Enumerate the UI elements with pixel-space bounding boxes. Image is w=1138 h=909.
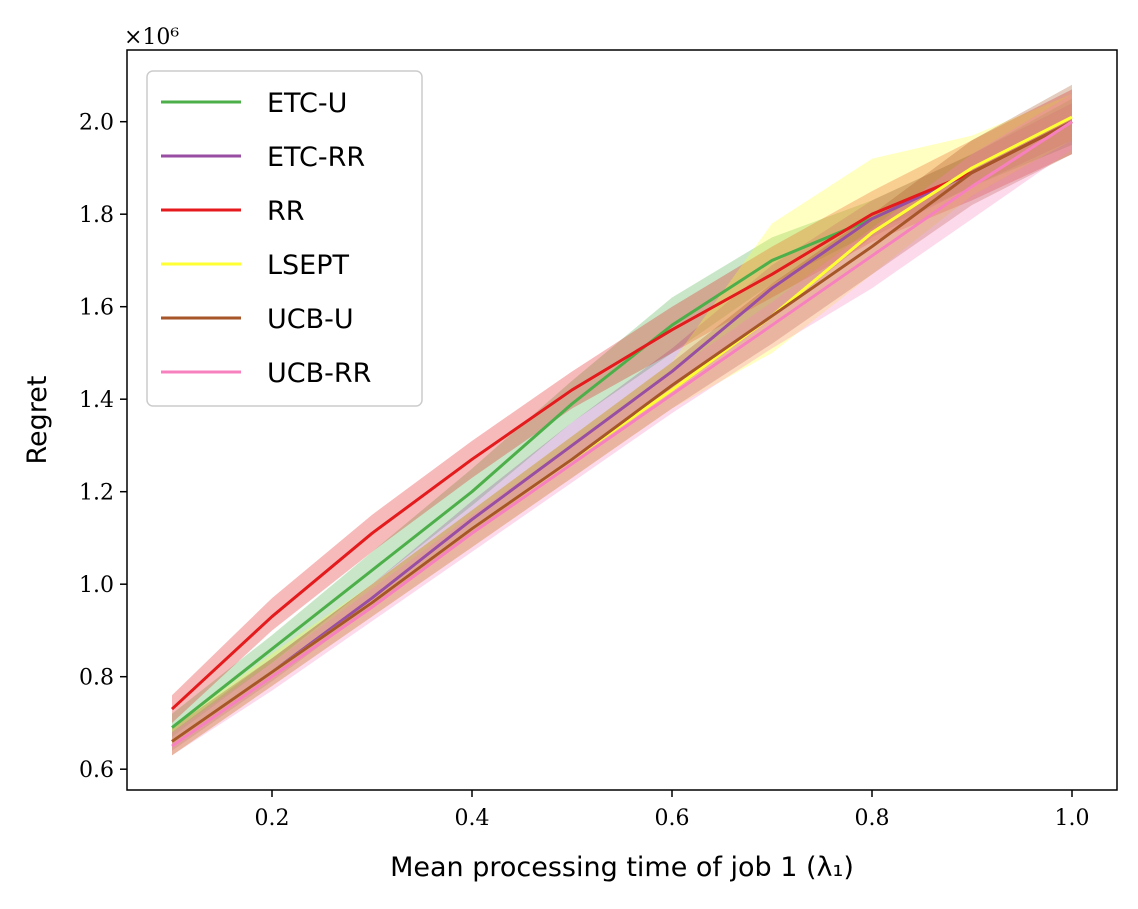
y-tick-label: 1.8 <box>79 203 114 228</box>
legend-box <box>146 70 423 407</box>
x-tick-label: 0.2 <box>255 806 290 831</box>
y-tick-label: 1.4 <box>79 388 114 413</box>
y-tick-label: 1.6 <box>79 296 114 321</box>
y-axis-label: Regret <box>22 375 53 464</box>
y-tick-label: 0.6 <box>79 758 114 783</box>
y-tick-label: 2.0 <box>79 111 114 136</box>
y-tick-label: 1.0 <box>79 573 114 598</box>
x-axis: 0.2 0.4 0.6 0.8 1.0 <box>255 790 1090 831</box>
legend-label: RR <box>267 196 305 227</box>
y-tick-label: 1.2 <box>79 481 114 506</box>
y-multiplier-label: ×10⁶ <box>124 25 179 50</box>
legend-label: UCB-RR <box>267 358 371 389</box>
x-tick-label: 1.0 <box>1055 806 1090 831</box>
legend-label: ETC-RR <box>267 142 365 173</box>
line-series-1 <box>171 120 1073 743</box>
y-axis: 0.6 0.8 1.0 1.2 1.4 1.6 1.8 2.0 <box>79 111 127 783</box>
x-tick-label: 0.4 <box>455 806 490 831</box>
line-series-2 <box>170 120 1073 711</box>
legend-label: LSEPT <box>267 250 350 281</box>
series-lines <box>170 115 1073 748</box>
band-series-2 <box>172 89 1072 723</box>
legend: ETC-U ETC-RR RR LSEPT UCB-U UCB-RR <box>146 70 423 407</box>
line-series-5 <box>171 120 1073 748</box>
line-series-4 <box>171 120 1073 743</box>
plot-frame <box>126 49 1118 791</box>
y-tick-label: 0.8 <box>79 666 114 691</box>
legend-label: UCB-U <box>267 304 354 335</box>
legend-label: ETC-U <box>267 88 347 119</box>
x-tick-label: 0.6 <box>655 806 690 831</box>
x-axis-label: Mean processing time of job 1 (λ₁) <box>390 852 854 883</box>
x-tick-label: 0.8 <box>855 806 890 831</box>
